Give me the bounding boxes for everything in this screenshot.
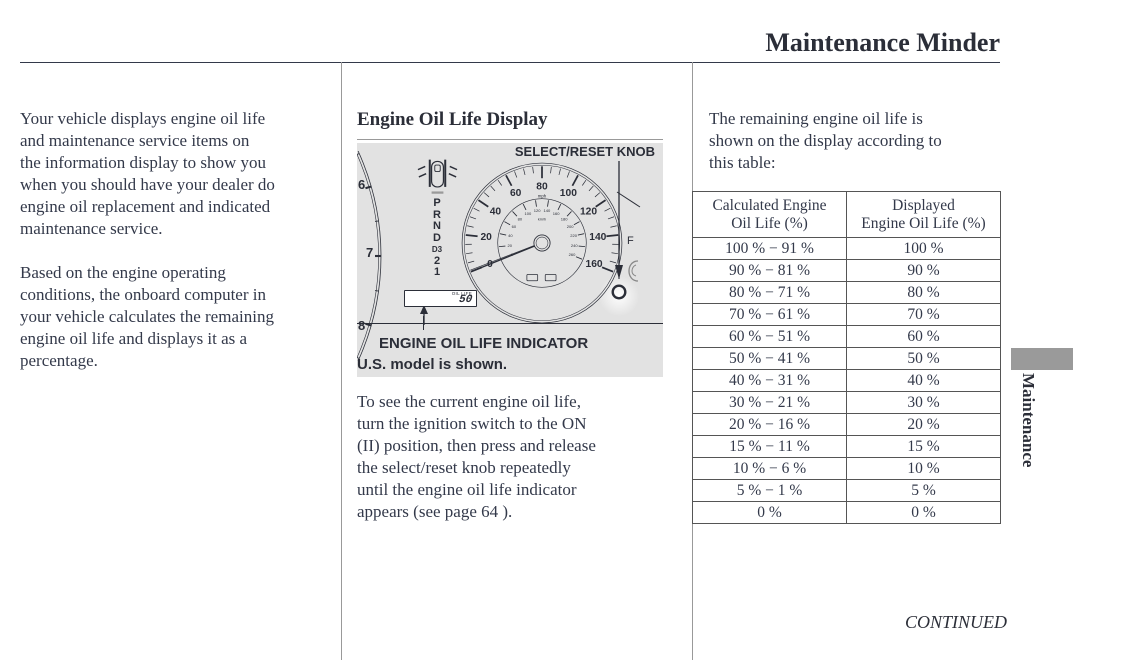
svg-text:60: 60 [512, 224, 517, 229]
svg-text:160: 160 [586, 259, 603, 270]
svg-text:180: 180 [561, 216, 569, 221]
svg-text:40: 40 [508, 233, 513, 238]
svg-text:80: 80 [518, 216, 523, 221]
svg-text:60: 60 [510, 188, 522, 199]
svg-text:20: 20 [507, 243, 512, 248]
svg-text:160: 160 [553, 211, 561, 216]
svg-text:240: 240 [571, 243, 579, 248]
svg-text:220: 220 [570, 233, 578, 238]
svg-text:80: 80 [536, 182, 548, 193]
svg-text:40: 40 [490, 206, 502, 217]
svg-text:100: 100 [560, 188, 577, 199]
svg-text:260: 260 [569, 252, 577, 257]
svg-text:120: 120 [580, 206, 597, 217]
svg-text:mph: mph [538, 194, 547, 199]
svg-text:20: 20 [480, 232, 492, 243]
svg-text:140: 140 [589, 232, 606, 243]
svg-text:100: 100 [524, 211, 532, 216]
svg-text:120: 120 [534, 208, 542, 213]
svg-text:200: 200 [567, 224, 575, 229]
svg-text:140: 140 [543, 208, 551, 213]
svg-text:km/h: km/h [538, 217, 546, 221]
